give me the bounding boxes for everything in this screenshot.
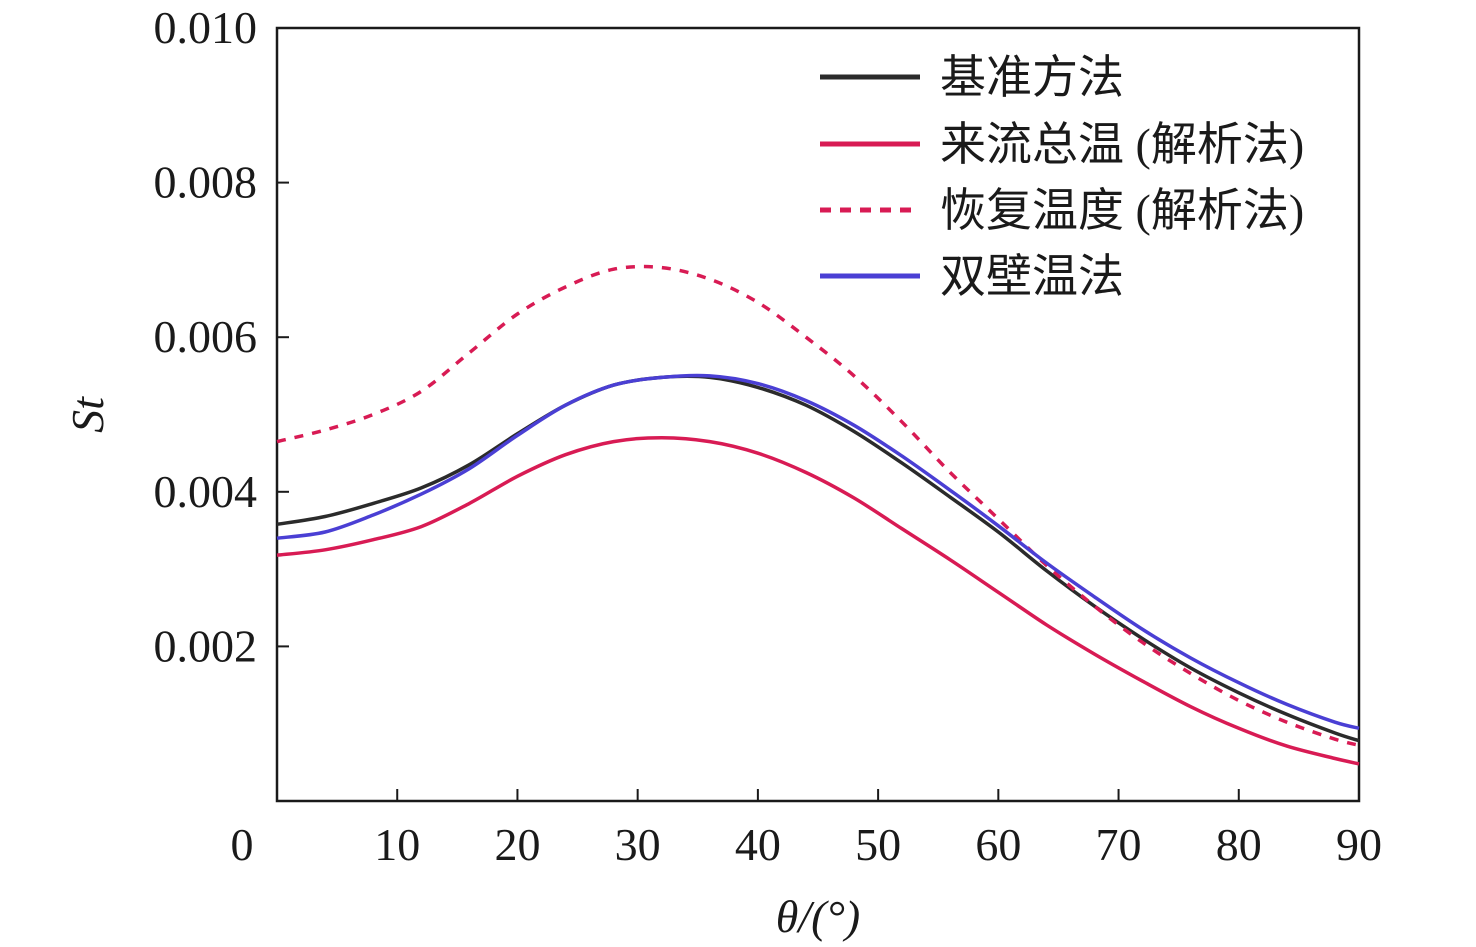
legend-label-2: 恢复温度 (解析法) — [940, 185, 1304, 236]
x-tick-label: 0 — [231, 819, 254, 870]
x-tick-label: 50 — [855, 819, 901, 870]
y-tick-label: 0.008 — [154, 157, 258, 208]
x-tick-label: 80 — [1216, 819, 1262, 870]
legend-label-3: 双壁温法 — [940, 251, 1124, 302]
x-tick-label: 20 — [494, 819, 540, 870]
x-tick-label: 30 — [615, 819, 661, 870]
y-axis: 0.002 0.004 0.006 0.008 0.010 — [154, 2, 289, 671]
y-tick-label: 0.004 — [154, 466, 258, 517]
y-axis-title: St — [62, 396, 113, 433]
series-lines — [276, 264, 1360, 766]
legend-label-0: 基准方法 — [940, 52, 1124, 103]
y-tick-label: 0.010 — [154, 2, 258, 53]
series-line-0 — [276, 374, 1360, 743]
x-tick-label: 70 — [1096, 819, 1142, 870]
x-axis: 0 10 20 30 40 50 60 70 80 90 — [231, 789, 1382, 870]
y-tick-label: 0.002 — [154, 620, 258, 671]
series-line-1 — [276, 435, 1360, 766]
x-tick-label: 60 — [975, 819, 1021, 870]
y-tick-label: 0.006 — [154, 311, 258, 362]
x-tick-label: 90 — [1336, 819, 1382, 870]
series-line-2 — [276, 264, 1360, 748]
plot-frame — [275, 26, 1361, 803]
series-line-3 — [276, 373, 1360, 731]
legend-label-1: 来流总温 (解析法) — [940, 119, 1304, 170]
x-tick-label: 40 — [735, 819, 781, 870]
x-tick-label: 10 — [374, 819, 420, 870]
x-axis-title: θ/(°) — [776, 891, 860, 942]
